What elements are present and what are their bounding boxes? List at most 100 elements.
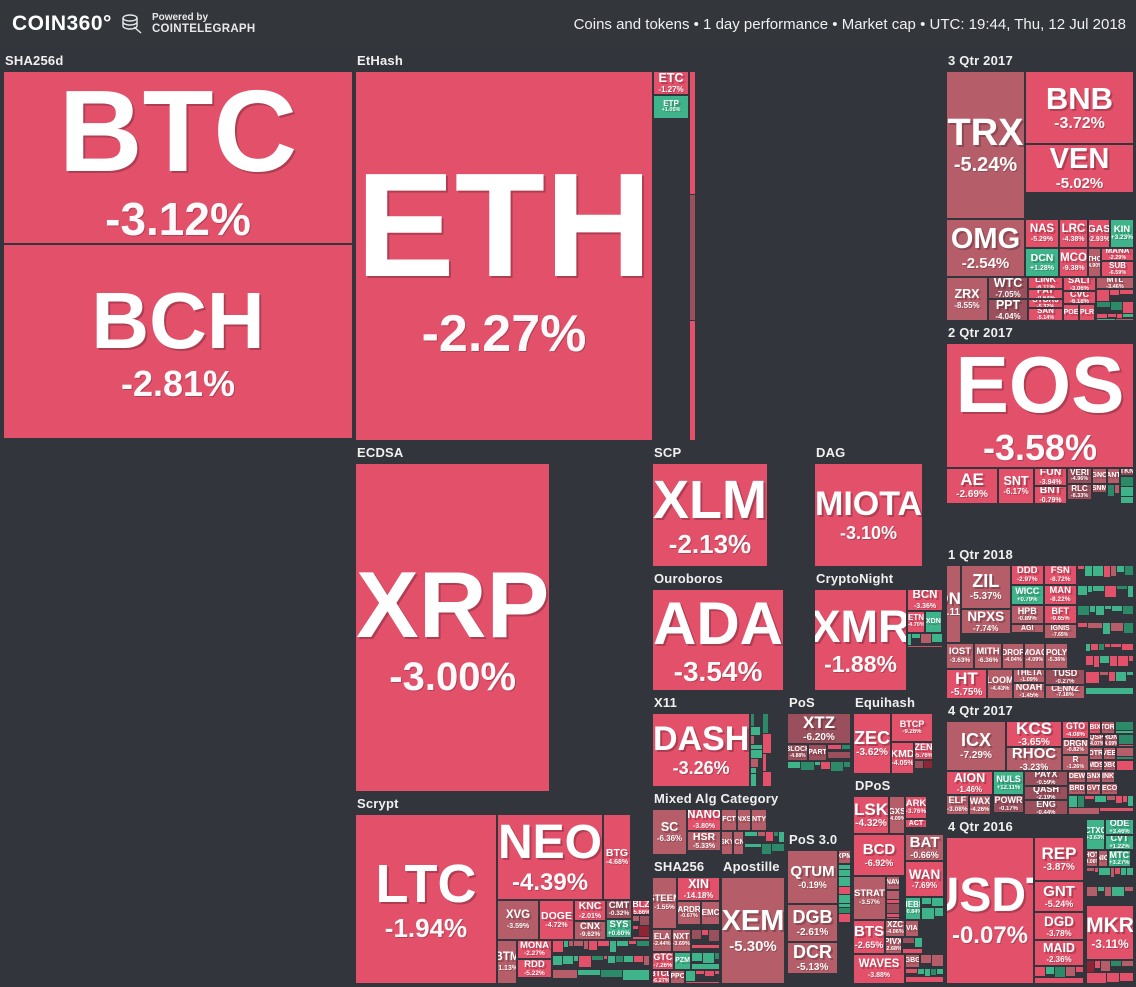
mosaic-tile[interactable] (906, 969, 917, 973)
coin-tile-trx[interactable]: TRX -5.24% (947, 72, 1024, 218)
coin-tile-zen[interactable]: ZEN-5.76% (915, 743, 932, 759)
coin-tile-bch[interactable]: BCH -2.81% (4, 244, 352, 438)
mosaic-tile[interactable] (1055, 967, 1065, 978)
mosaic-tile[interactable] (1107, 313, 1116, 317)
coin-tile-act[interactable]: ACT (906, 820, 926, 828)
coin-tile-vee[interactable]: VEE (1103, 748, 1115, 759)
coin-tile-ardr[interactable]: ARDR -0.67% (678, 901, 701, 924)
coin-tile-loom[interactable]: LOOM -4.43% (988, 670, 1012, 698)
mosaic-tile[interactable] (1110, 644, 1121, 647)
coin-tile-usdt[interactable]: USDT-0.07% (947, 838, 1033, 983)
mosaic-tile[interactable] (844, 761, 850, 767)
coin-tile-obc[interactable]: OBC (1103, 761, 1116, 770)
coin-tile-dgd[interactable]: DGD -3.78% (1035, 913, 1083, 940)
mosaic-tile[interactable] (1121, 960, 1133, 966)
coin-tile-r[interactable]: R -1.26% (1063, 755, 1088, 770)
coin-tile-kin[interactable]: KIN +3.23% (1110, 220, 1133, 247)
coin-tile-ppc[interactable]: PPC (671, 971, 684, 983)
coin-tile-knc[interactable]: KNC -2.01% (575, 901, 605, 920)
coin-tile-dtr[interactable]: DTR (1090, 748, 1102, 759)
mosaic-tile[interactable] (686, 982, 719, 983)
coin-tile-part[interactable]: PART (809, 744, 826, 760)
coin-tile-nav[interactable]: NAV (886, 877, 899, 889)
coin-tile-doge[interactable]: DOGE -4.72% (540, 901, 573, 939)
coin-tile-eng[interactable]: ENG -0.44% (1025, 801, 1067, 814)
mosaic-tile[interactable] (690, 195, 695, 320)
coin-tile-cnx[interactable]: CNX -9.62% (575, 921, 605, 939)
coin-tile-agi[interactable]: AGI (1011, 625, 1043, 633)
mosaic-tile[interactable] (839, 887, 850, 894)
coin-tile-xin[interactable]: XIN -14.18% (678, 878, 719, 900)
coin-tile-qsp[interactable]: QSP-4.07% (1090, 735, 1103, 746)
mosaic-tile[interactable] (1087, 960, 1095, 972)
coin-tile-waves[interactable]: WAVES -3.88% (854, 955, 904, 983)
mosaic-tile[interactable] (633, 937, 649, 939)
mosaic-tile[interactable] (1104, 585, 1117, 597)
coin-tile-nxt[interactable]: NXT -3.69% (672, 930, 690, 951)
mosaic-tile[interactable] (623, 955, 633, 962)
coin-tile-bts[interactable]: BTS -2.65% (854, 921, 884, 953)
coin360-logo[interactable]: COIN360° (12, 12, 112, 35)
mosaic-tile[interactable] (751, 726, 761, 735)
mosaic-tile[interactable] (1115, 672, 1127, 681)
mosaic-tile[interactable] (1117, 313, 1122, 318)
mosaic-tile[interactable] (1095, 960, 1101, 968)
mosaic-tile[interactable] (1110, 301, 1123, 310)
mosaic-tile[interactable] (924, 761, 932, 768)
coin-tile-ethos[interactable]: ETHOS-4.90% (1089, 249, 1100, 276)
coin-tile-ctxc[interactable]: CTXC +3.63% (1087, 820, 1104, 849)
mosaic-tile[interactable] (902, 938, 914, 943)
mosaic-tile[interactable] (827, 744, 842, 749)
mosaic-tile[interactable] (839, 904, 850, 907)
mosaic-tile[interactable] (1104, 644, 1110, 647)
mosaic-tile[interactable] (886, 913, 899, 917)
mosaic-tile[interactable] (1077, 796, 1085, 807)
mosaic-tile[interactable] (708, 930, 719, 941)
mosaic-tile[interactable] (1095, 868, 1098, 872)
mosaic-tile[interactable] (714, 953, 719, 959)
coin-tile-bcd[interactable]: BCD -6.92% (854, 835, 904, 875)
mosaic-tile[interactable] (761, 843, 772, 854)
mosaic-tile[interactable] (1123, 301, 1133, 313)
mosaic-tile[interactable] (1115, 868, 1120, 874)
mosaic-tile[interactable] (1086, 688, 1133, 694)
coin-tile-rdd[interactable]: RDD -5.22% (517, 960, 551, 978)
mosaic-tile[interactable] (584, 941, 588, 949)
mosaic-tile[interactable] (763, 733, 772, 753)
coin-tile-gto[interactable]: GTO -4.08% (1063, 722, 1088, 738)
coin-tile-rdn[interactable]: RDN-4.09% (1104, 735, 1117, 746)
coin-tile-noah[interactable]: NOAH -1.45% (1014, 684, 1044, 698)
coin-tile-snt[interactable]: SNT -6.17% (999, 468, 1033, 503)
mosaic-tile[interactable] (1118, 735, 1133, 744)
coin-tile-hot[interactable]: HOT-4.06% (1087, 851, 1097, 866)
mosaic-tile[interactable] (1128, 796, 1133, 806)
coin-tile-drgn[interactable]: DRGN -0.82% (1063, 739, 1088, 754)
mosaic-tile[interactable] (702, 953, 714, 963)
coin-tile-link[interactable]: LINK-6.11% (1029, 278, 1062, 288)
mosaic-tile[interactable] (839, 865, 850, 869)
coin-tile-eco[interactable]: ECO (1102, 784, 1118, 794)
coin-tile-wtc[interactable]: WTC -7.05% (989, 278, 1027, 298)
mosaic-tile[interactable] (1093, 585, 1104, 591)
mosaic-tile[interactable] (1097, 301, 1110, 307)
coin-tile-zil[interactable]: ZIL -5.37% (961, 566, 1010, 608)
coin-tile-xem[interactable]: XEM -5.30% (722, 878, 784, 983)
mosaic-tile[interactable] (758, 832, 766, 836)
coin-tile-lsk[interactable]: LSK -4.32% (854, 797, 888, 833)
coin-tile-xvg[interactable]: XVG -3.59% (498, 901, 538, 939)
mosaic-tile[interactable] (1097, 289, 1110, 301)
mosaic-tile[interactable] (1116, 566, 1124, 572)
coin-tile-bix[interactable]: BIX (1090, 722, 1101, 733)
coin-tile-eth[interactable]: ETH -2.27% (356, 72, 652, 440)
mosaic-tile[interactable] (779, 832, 784, 842)
mosaic-tile[interactable] (1127, 585, 1133, 597)
mosaic-tile[interactable] (751, 749, 763, 759)
mosaic-tile[interactable] (827, 751, 850, 758)
coin-tile-npxs[interactable]: NPXS -7.74% (961, 610, 1010, 633)
mosaic-tile[interactable] (1035, 978, 1083, 983)
coin-tile-lrc[interactable]: LRC -4.38% (1059, 220, 1087, 247)
mosaic-tile[interactable] (1097, 318, 1115, 320)
coin-tile-gvt[interactable]: GVT (1087, 784, 1100, 794)
mosaic-tile[interactable] (839, 877, 850, 886)
coin-tile-ada[interactable]: ADA -3.54% (653, 590, 783, 690)
